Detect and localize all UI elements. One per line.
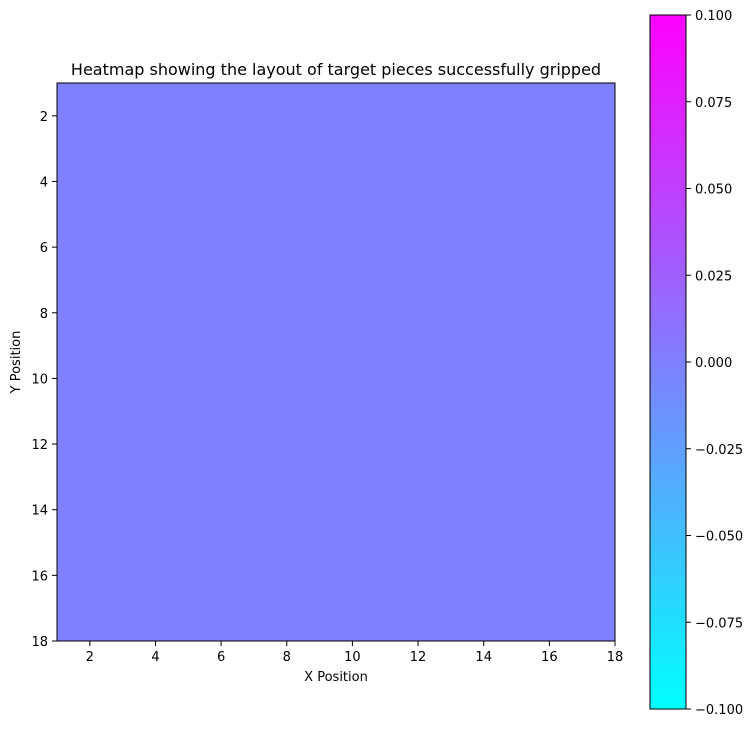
x-tick-label: 18 [607,650,624,665]
x-tick-label: 10 [344,650,361,665]
y-tick-label: 6 [40,241,48,256]
plot-frame [56,82,616,642]
colorbar-tick-label: 0.075 [695,96,732,111]
y-tick-label: 14 [31,504,48,519]
colorbar-tick-label: 0.050 [695,183,732,198]
x-axis-ticks: 2 4 6 8 10 12 14 16 18 [86,641,624,665]
x-tick-label: 12 [410,650,427,665]
colorbar-tick-label: 0.025 [695,269,732,284]
colorbar-tick-label: −0.100 [695,703,743,718]
x-tick-label: 16 [541,650,558,665]
colorbar-ticks: 0.100 0.075 0.050 0.025 0.000 −0.025 −0.050 −0.… [686,9,743,718]
x-axis-label: X Position [304,670,368,685]
y-tick-label: 16 [31,569,48,584]
colorbar-tick-label: −0.050 [695,530,743,545]
x-tick-label: 2 [86,650,94,665]
y-tick-label: 2 [40,110,48,125]
y-axis-label: Y Position [9,331,24,395]
x-tick-label: 6 [217,650,225,665]
y-tick-label: 10 [31,372,48,387]
x-tick-label: 8 [283,650,291,665]
colorbar-tick-label: −0.075 [695,616,743,631]
y-tick-label: 4 [40,175,48,190]
y-tick-label: 18 [31,635,48,650]
colorbar-tick-label: 0.100 [695,9,732,24]
colorbar-tick-label: −0.025 [695,443,743,458]
y-tick-label: 8 [40,307,48,322]
chart-title: Heatmap showing the layout of target pie… [71,60,601,79]
colorbar-tick-label: 0.000 [695,356,732,371]
y-tick-label: 12 [31,438,48,453]
x-tick-label: 14 [475,650,492,665]
colorbar [650,15,686,709]
x-tick-label: 4 [151,650,159,665]
heatmap-cells [57,83,615,641]
y-axis-ticks: 2 4 6 8 10 12 14 16 18 [31,110,57,650]
